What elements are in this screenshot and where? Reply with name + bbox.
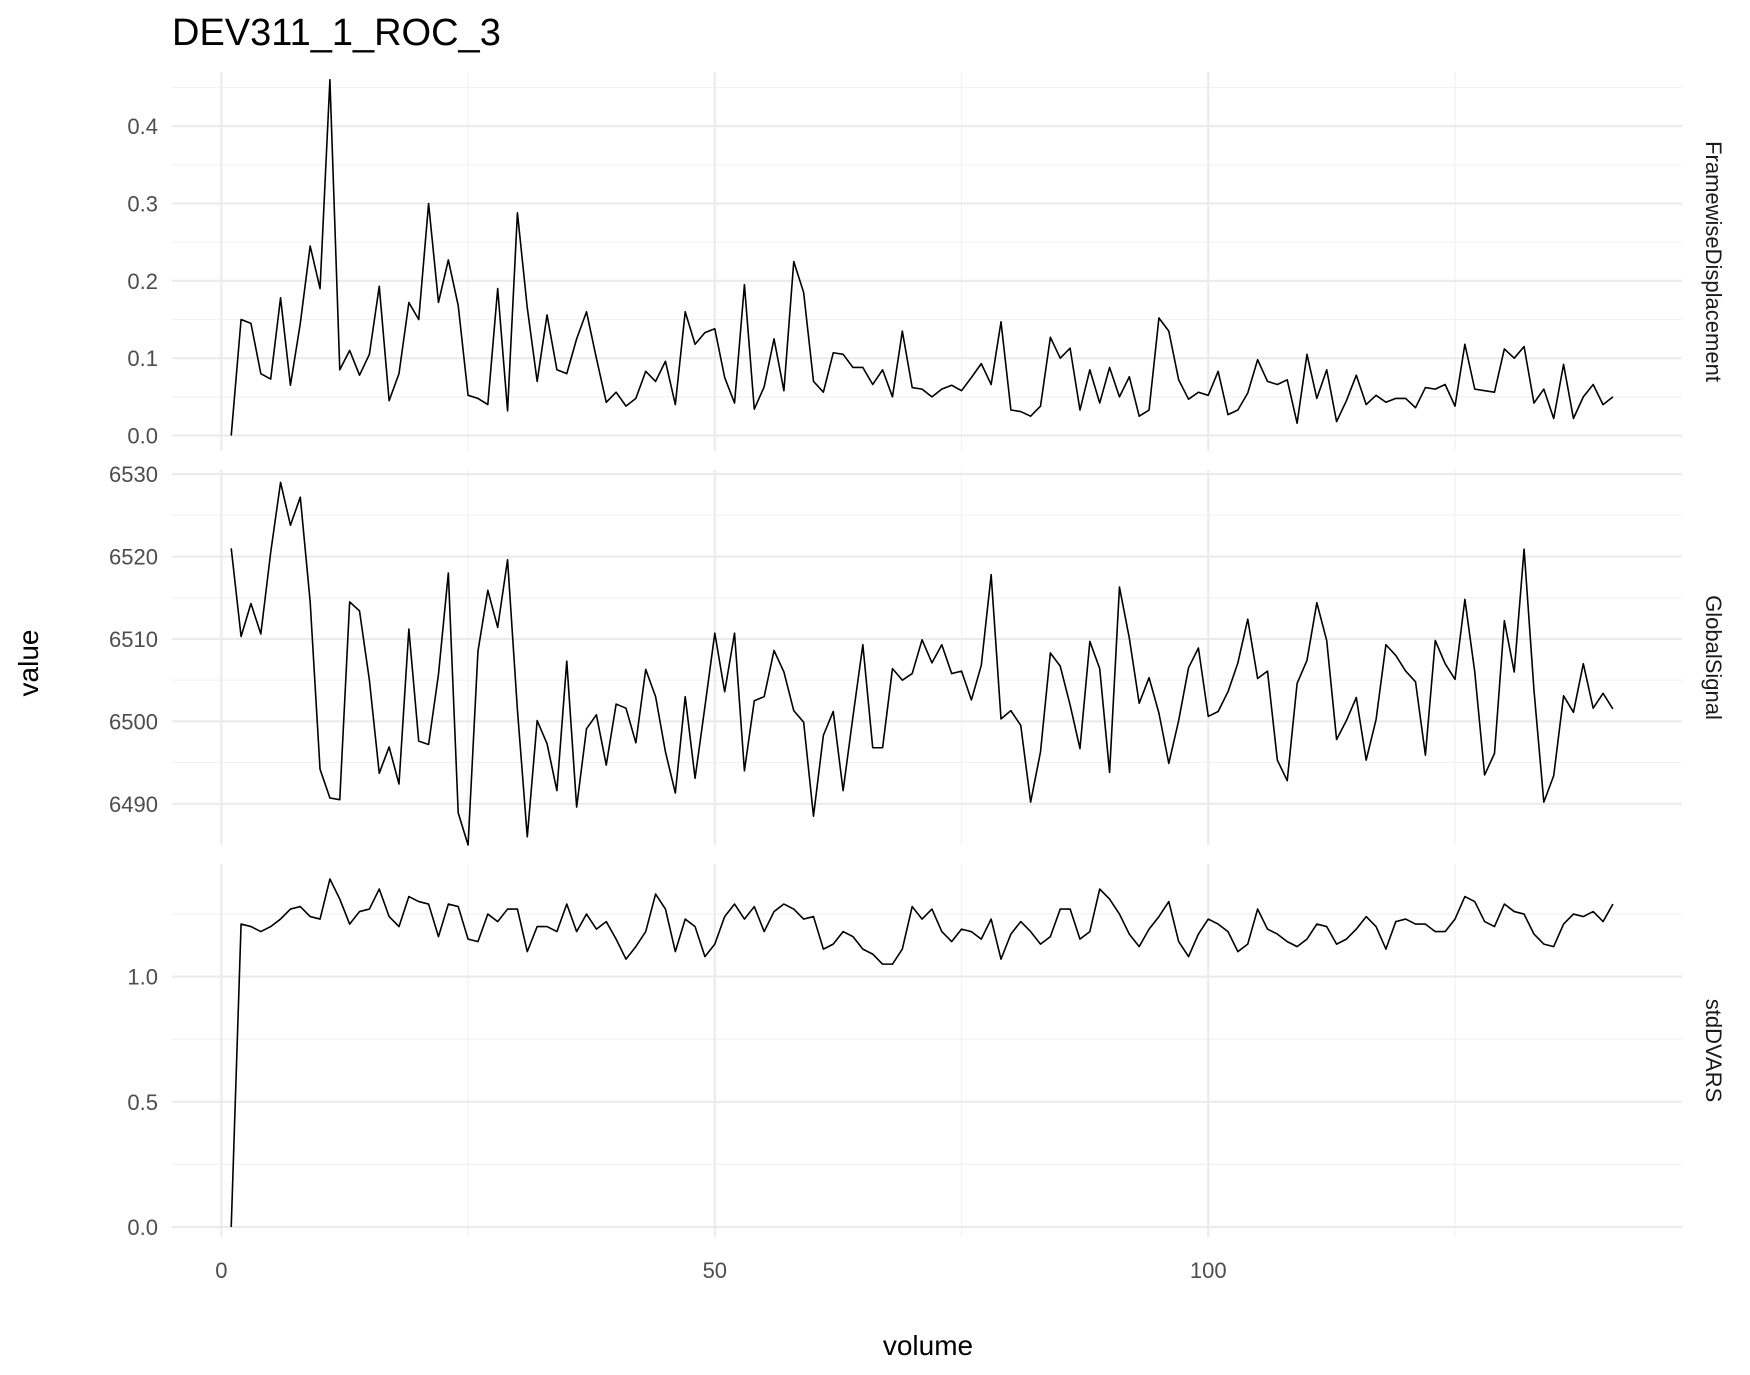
series-line-GlobalSignal (230, 481, 1614, 846)
y-tick-label: 0.0 (127, 424, 158, 449)
facet-panels: 0.0 0.1 0.2 0.3 0.4 FramewiseDisplacement 6490… (109, 72, 1726, 1240)
x-tick-label: 50 (703, 1258, 727, 1283)
facet-strip-label: GlobalSignal (1701, 595, 1726, 720)
y-tick-label: 6500 (109, 709, 158, 734)
x-axis-title: volume (883, 1330, 973, 1361)
facet-strip-label: FramewiseDisplacement (1701, 141, 1726, 382)
series-line-stdDVARS (230, 878, 1614, 1228)
y-tick-label: 6520 (109, 545, 158, 570)
facet-panel-FramewiseDisplacement: 0.0 0.1 0.2 0.3 0.4 FramewiseDisplacement (127, 72, 1726, 451)
facet-panel-stdDVARS: 0.0 0.5 1.0 stdDVARS (127, 864, 1726, 1240)
x-axis: 0 50 100 (215, 1258, 1226, 1283)
y-tick-label: 0.5 (127, 1090, 158, 1115)
facet-strip-label: stdDVARS (1701, 999, 1726, 1103)
y-tick-label: 0.2 (127, 269, 158, 294)
facet-panel-GlobalSignal: 6490 6500 6510 6520 6530 GlobalSignal (109, 462, 1726, 846)
chart-title: DEV311_1_ROC_3 (172, 12, 501, 54)
y-tick-label: 0.1 (127, 346, 158, 371)
x-tick-label: 100 (1190, 1258, 1227, 1283)
y-axis-title: value (13, 630, 44, 697)
y-tick-label: 6490 (109, 792, 158, 817)
y-tick-label: 0.3 (127, 191, 158, 216)
y-tick-label: 6530 (109, 462, 158, 487)
y-tick-label: 6510 (109, 627, 158, 652)
y-tick-label: 0.4 (127, 114, 158, 139)
y-tick-label: 0.0 (127, 1215, 158, 1240)
x-tick-label: 0 (215, 1258, 227, 1283)
series-line-FramewiseDisplacement (230, 78, 1614, 436)
y-tick-label: 1.0 (127, 965, 158, 990)
